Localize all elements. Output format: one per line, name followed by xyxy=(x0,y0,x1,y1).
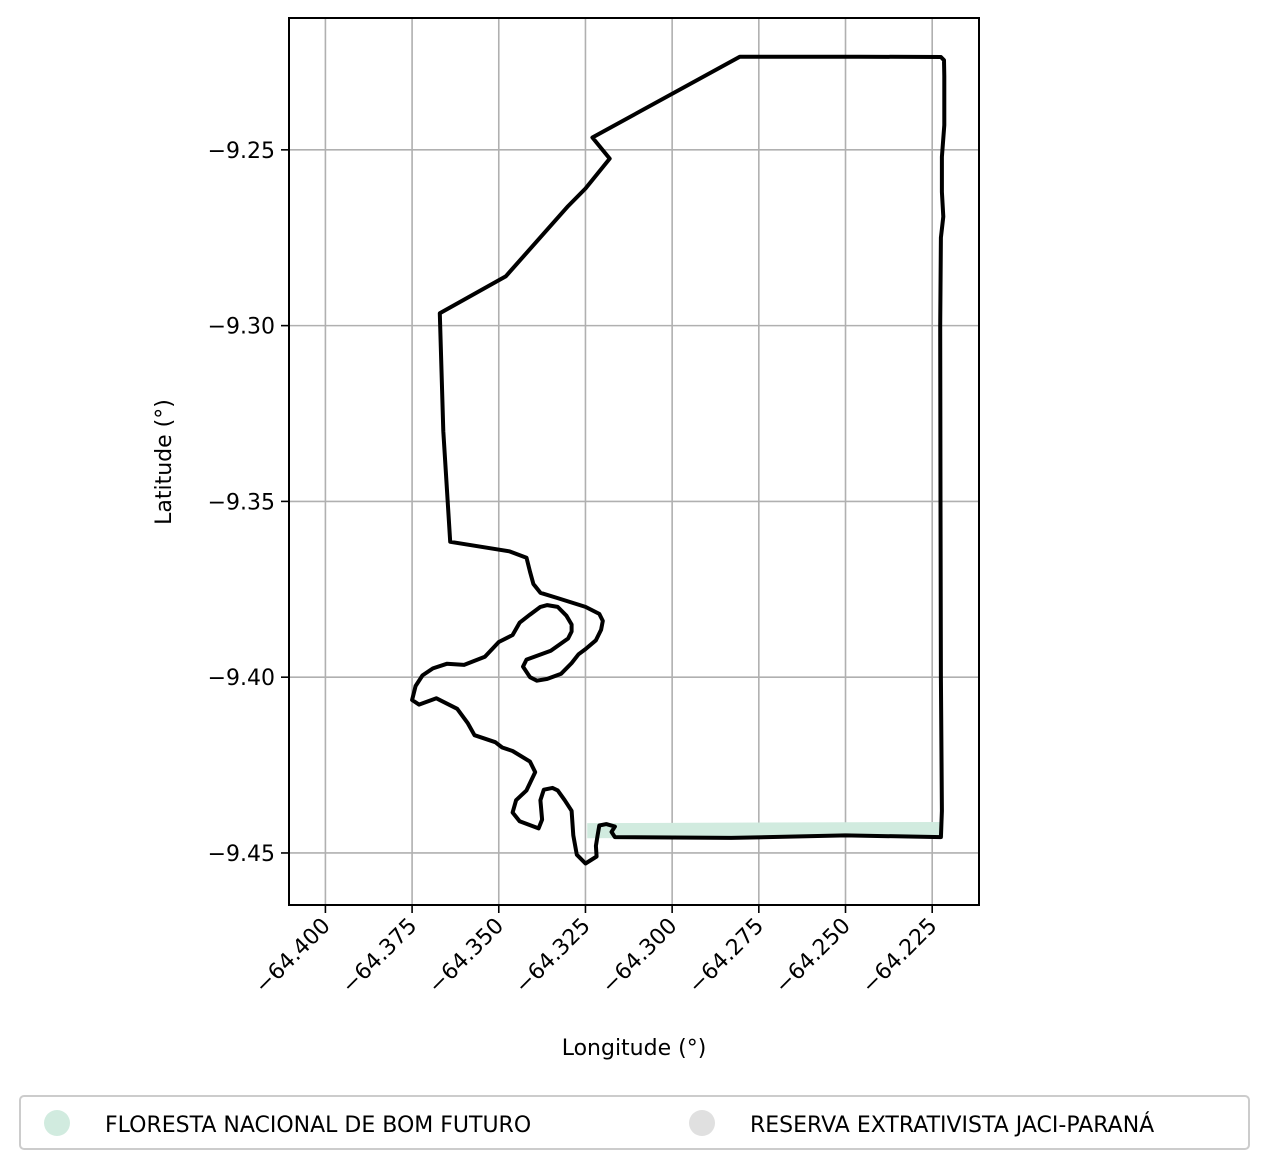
legend-marker-floresta xyxy=(44,1110,70,1136)
region-shapes xyxy=(410,54,947,866)
legend-box xyxy=(19,1095,1250,1150)
x-tick-label: −64.300 xyxy=(597,914,682,999)
y-tick-label: −9.45 xyxy=(208,842,275,867)
y-tick-label: −9.35 xyxy=(208,490,275,515)
y-axis-title: Latitude (°) xyxy=(152,399,177,525)
y-tick-label: −9.40 xyxy=(208,666,275,691)
y-axis-ticks: −9.25 −9.30 −9.35 −9.40 −9.45 xyxy=(208,139,289,867)
legend-label-floresta: FLORESTA NACIONAL DE BOM FUTURO xyxy=(105,1113,531,1138)
legend-marker-reserva xyxy=(689,1110,715,1136)
x-tick-label: −64.325 xyxy=(511,914,596,999)
x-axis-title: Longitude (°) xyxy=(562,1036,707,1061)
x-tick-label: −64.375 xyxy=(337,914,422,999)
y-tick-label: −9.30 xyxy=(208,315,275,340)
x-tick-label: −64.275 xyxy=(684,914,769,999)
grid-lines xyxy=(289,18,979,905)
x-tick-label: −64.225 xyxy=(857,914,942,999)
x-tick-label: −64.400 xyxy=(250,914,335,999)
x-tick-label: −64.250 xyxy=(771,914,856,999)
x-axis-ticks: −64.400 −64.375 −64.350 −64.325 −64.300 −64.2… xyxy=(250,905,942,999)
region-reserva-extrativista-jaci-parana xyxy=(410,54,947,866)
y-tick-label: −9.25 xyxy=(208,139,275,164)
legend-label-reserva: RESERVA EXTRATIVISTA JACI-PARANÁ xyxy=(750,1112,1154,1138)
plot-frame xyxy=(288,17,980,906)
x-tick-label: −64.350 xyxy=(424,914,509,999)
legend: FLORESTA NACIONAL DE BOM FUTURO RESERVA … xyxy=(19,1095,1250,1150)
